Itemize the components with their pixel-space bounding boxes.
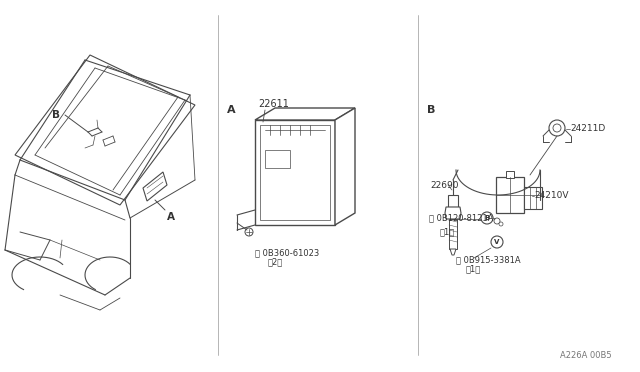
Text: （1）: （1） [440,227,455,236]
Text: B: B [427,105,435,115]
Circle shape [499,222,503,226]
Bar [265,150,290,168]
Text: 22690: 22690 [430,180,458,189]
Polygon shape [255,120,335,225]
Text: 24210V: 24210V [534,190,568,199]
Polygon shape [143,172,167,201]
Text: B: B [484,215,490,221]
Text: 24211D: 24211D [570,124,605,132]
Text: Ⓑ 0B120-8121A: Ⓑ 0B120-8121A [429,214,493,222]
Text: Ⓥ 0B915-3381A: Ⓥ 0B915-3381A [456,255,520,264]
Bar [524,187,542,209]
Text: Ⓢ 0B360-61023: Ⓢ 0B360-61023 [255,248,319,257]
Text: A226A 00B5: A226A 00B5 [560,351,612,360]
Text: A: A [167,212,175,222]
Text: B: B [52,110,60,120]
Polygon shape [450,249,456,255]
Polygon shape [255,108,355,120]
Polygon shape [445,207,461,219]
Text: 22611: 22611 [258,99,289,109]
Circle shape [549,120,565,136]
Bar [506,171,514,178]
Bar [260,125,330,220]
Text: （1）: （1） [466,264,481,273]
Text: A: A [227,105,236,115]
Circle shape [245,228,253,236]
Text: V: V [494,239,500,245]
Bar [496,177,524,213]
Bar [448,195,458,207]
Bar [449,219,457,249]
Circle shape [481,212,493,224]
Circle shape [553,124,561,132]
Text: （2）: （2） [268,257,284,266]
Circle shape [491,236,503,248]
Circle shape [494,218,500,224]
Polygon shape [335,108,355,225]
